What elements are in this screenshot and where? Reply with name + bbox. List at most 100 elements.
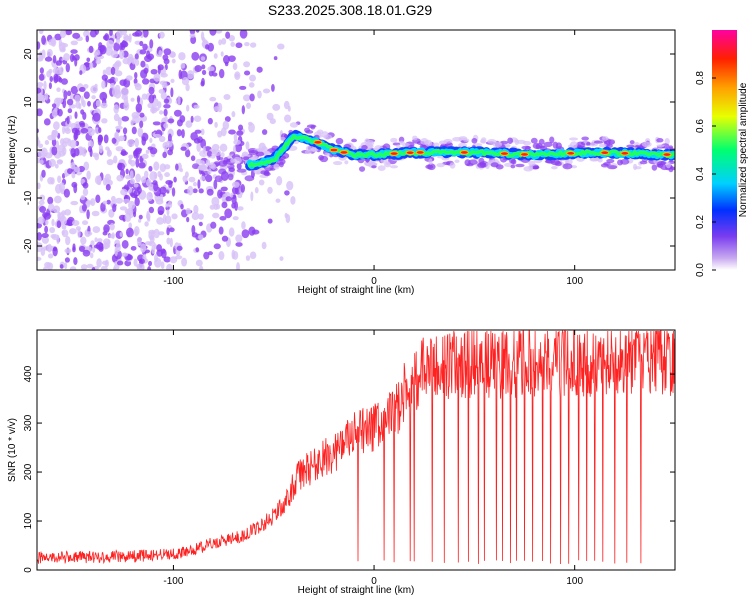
spectrogram-cell xyxy=(237,193,243,199)
spectrogram-cell xyxy=(215,203,221,210)
spectrogram-xtick-label: -100 xyxy=(163,276,183,287)
spectrogram-cell xyxy=(129,178,136,185)
spectrogram-cell xyxy=(249,42,257,48)
spectrogram-cell xyxy=(209,204,216,210)
spectrogram-cell xyxy=(521,145,532,150)
spectrogram-cell xyxy=(74,94,81,103)
spectrogram-cell xyxy=(107,78,115,84)
spectrogram-cell xyxy=(351,138,357,143)
spectrogram-cell xyxy=(39,159,44,165)
spectrogram-cell xyxy=(428,158,433,165)
spectrogram-cell xyxy=(47,253,54,259)
spectrogram-cell xyxy=(233,139,241,145)
spectrogram-ytick-label: 10 xyxy=(23,96,34,108)
spectrogram-cell xyxy=(137,218,142,223)
spectrogram-cell xyxy=(135,103,143,113)
spectrogram-cell xyxy=(522,140,532,146)
spectrogram-cell xyxy=(171,58,176,64)
spectrogram-cell xyxy=(249,74,257,82)
spectrogram-cell xyxy=(597,158,603,163)
spectrogram-cell xyxy=(57,175,62,184)
spectrogram-cell xyxy=(163,122,169,129)
spectrogram-cell xyxy=(138,258,145,265)
spectrogram-cell xyxy=(143,170,149,179)
spectrogram-cell xyxy=(128,211,134,219)
spectrogram-cell xyxy=(55,140,60,150)
spectrogram-cell xyxy=(80,195,86,201)
spectrogram-cell xyxy=(82,99,86,108)
spectrogram-cell xyxy=(141,153,149,160)
spectrogram-cell xyxy=(80,267,87,270)
spectrogram-cell xyxy=(134,137,139,148)
spectrogram-peak xyxy=(405,150,415,155)
spectrogram-cell xyxy=(232,216,239,221)
spectrogram-cell xyxy=(239,30,248,39)
spectrogram-cell xyxy=(55,60,62,66)
spectrogram-cell xyxy=(139,120,144,128)
spectrogram-cell xyxy=(105,66,113,76)
spectrogram-cell xyxy=(240,184,246,193)
spectrogram-cell xyxy=(127,53,134,63)
spectrogram-cell xyxy=(162,151,167,159)
spectrogram-cell xyxy=(145,149,150,154)
spectrogram-cell xyxy=(43,118,51,126)
spectrogram-cell xyxy=(148,86,155,95)
snr-ytick-label: 100 xyxy=(23,512,34,529)
spectrogram-cell xyxy=(52,54,57,64)
spectrogram-cell xyxy=(211,196,220,207)
spectrogram-cell xyxy=(177,95,181,106)
spectrogram-cell xyxy=(102,69,106,76)
spectrogram-cell xyxy=(133,211,137,218)
spectrogram-cell xyxy=(218,168,227,175)
spectrogram-cell xyxy=(222,120,230,130)
spectrogram-cell xyxy=(112,203,117,213)
spectrogram-xlabel: Height of straight line (km) xyxy=(298,285,415,296)
spectrogram-cell xyxy=(148,260,153,267)
spectrogram-cell xyxy=(197,234,204,241)
spectrogram-cell xyxy=(207,117,213,125)
spectrogram-cell xyxy=(543,141,553,148)
spectrogram-cell xyxy=(106,39,115,49)
spectrogram-cell xyxy=(140,243,147,253)
spectrogram-cell xyxy=(586,142,591,146)
spectrogram-peak xyxy=(389,151,399,156)
spectrogram-cell xyxy=(207,66,215,72)
spectrogram-cell xyxy=(212,212,220,219)
spectrogram-cell xyxy=(119,232,123,237)
spectrogram-cell xyxy=(96,258,102,268)
spectrogram-cell xyxy=(145,178,152,187)
spectrogram-cell xyxy=(72,32,81,39)
spectrogram-cell xyxy=(211,152,221,157)
spectrogram-cell xyxy=(97,238,103,243)
spectrogram-cell xyxy=(272,103,281,111)
spectrogram-cell xyxy=(243,61,251,68)
spectrogram-cell xyxy=(234,73,240,78)
spectrogram-cell xyxy=(251,229,260,235)
spectrogram-cell xyxy=(425,164,434,169)
spectrogram-cell xyxy=(581,136,589,141)
spectrogram-cell xyxy=(176,129,182,137)
spectrogram-cell xyxy=(105,183,111,191)
spectrogram-cell xyxy=(80,109,85,115)
spectrogram-cell xyxy=(63,90,68,100)
spectrogram-cell xyxy=(197,165,207,171)
colorbar-tick-label: 0.6 xyxy=(695,119,706,133)
spectrogram-cell xyxy=(61,78,68,85)
spectrogram-cell xyxy=(554,161,562,167)
spectrogram-cell xyxy=(468,159,478,165)
spectrogram-cell xyxy=(217,130,223,138)
spectrogram-cell xyxy=(219,143,228,152)
spectrogram-cell xyxy=(63,127,70,132)
spectrogram-cell xyxy=(549,136,555,144)
spectrogram-cell xyxy=(235,234,243,243)
spectrogram-cell xyxy=(91,95,96,100)
spectrogram-cell xyxy=(133,258,138,267)
spectrogram-cell xyxy=(119,79,127,87)
spectrogram-cell xyxy=(197,179,201,189)
spectrogram-cell xyxy=(134,82,141,88)
spectrogram-cell xyxy=(163,98,170,104)
spectrogram-cell xyxy=(37,81,44,88)
spectrogram-cell xyxy=(42,266,48,270)
spectrogram-cell xyxy=(149,39,154,49)
